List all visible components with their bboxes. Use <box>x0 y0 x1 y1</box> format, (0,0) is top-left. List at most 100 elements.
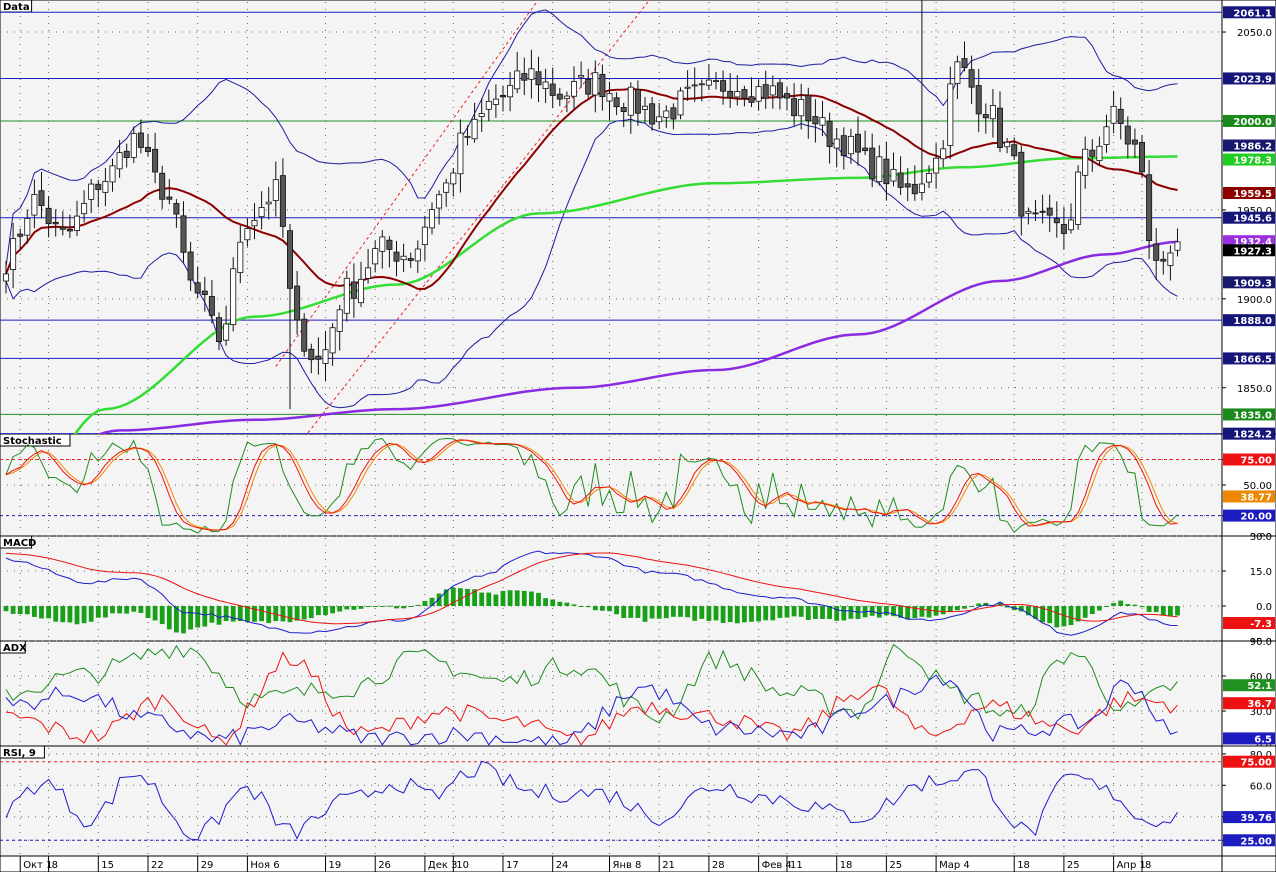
candle-body <box>1011 144 1018 157</box>
macd-histogram-bar <box>791 606 797 617</box>
price-value-badge-label: 2000.0 <box>1233 117 1272 128</box>
macd-histogram-bar <box>344 606 350 610</box>
candle-body <box>194 282 201 294</box>
macd-histogram-bar <box>1097 606 1102 611</box>
candle-body <box>272 179 279 201</box>
time-axis-label: 28 <box>712 860 725 871</box>
macd-histogram-bar <box>841 606 847 621</box>
rsi-title-box <box>0 745 45 759</box>
macd-histogram-bar <box>720 606 726 623</box>
moving-average-100 <box>73 155 1178 434</box>
adx-value-badge <box>1223 732 1275 745</box>
macd-histogram-bar <box>692 606 698 621</box>
candle-body <box>876 156 883 183</box>
adx-series <box>5 643 1178 746</box>
macd-series <box>3 550 1180 636</box>
time-axis-label: 29 <box>201 860 214 871</box>
candle-body <box>1174 241 1181 251</box>
macd-histogram-bar <box>266 606 272 623</box>
candle-body <box>428 209 435 229</box>
time-axis-label: Апр 1 <box>1117 860 1146 871</box>
macd-histogram-bar <box>628 606 634 618</box>
candle-body <box>180 215 187 253</box>
macd-value-badge <box>1223 617 1275 630</box>
candle-body <box>485 100 492 110</box>
macd-histogram-bar <box>514 590 520 606</box>
macd-histogram-bar <box>1082 606 1088 618</box>
candle-body <box>563 95 570 99</box>
price-value-badge <box>1223 153 1275 166</box>
time-axis-label: 24 <box>556 860 569 871</box>
candle-body <box>691 84 698 87</box>
macd-histogram-bar <box>1118 600 1124 606</box>
price-tick-label: 2050.0 <box>1237 28 1272 39</box>
candle-body <box>301 318 308 352</box>
macd-histogram-bar <box>110 606 115 614</box>
candle-body <box>137 132 144 148</box>
stochastic-slow-line <box>5 439 1178 531</box>
stochastic-value-badge <box>1223 509 1275 522</box>
macd-line <box>5 550 1178 636</box>
time-axis-corner <box>1221 855 1276 873</box>
rsi-line <box>5 760 1178 841</box>
candle-body <box>294 285 301 321</box>
candle-body <box>897 172 904 188</box>
candle-body <box>322 349 329 364</box>
time-axis-label: Дек 3 <box>428 860 458 871</box>
rsi-value-badge <box>1223 834 1275 847</box>
macd-histogram-bar <box>351 606 357 610</box>
candle-body <box>627 86 634 116</box>
candle-body <box>265 201 272 205</box>
price-tick-label: 1850.0 <box>1237 384 1272 395</box>
macd-histogram-bar <box>1111 603 1116 606</box>
candle-body <box>904 183 911 188</box>
candle-body <box>1139 141 1146 173</box>
adx-value-badge <box>1223 697 1275 710</box>
candle-body <box>556 93 563 100</box>
candle-body <box>755 86 762 102</box>
macd-histogram-bar <box>969 606 974 607</box>
macd-histogram-bar <box>1026 606 1031 616</box>
candle-body <box>499 94 506 98</box>
adx-tick-label: 90.0 <box>1250 637 1272 648</box>
macd-histogram-bar <box>642 606 648 622</box>
macd-histogram-bar <box>401 606 406 609</box>
macd-histogram-bar <box>24 606 30 615</box>
macd-histogram-bar <box>95 606 101 618</box>
macd-histogram-bar <box>273 606 279 622</box>
macd-histogram-bar <box>600 606 605 611</box>
macd-histogram-bar <box>521 590 527 606</box>
macd-histogram-bar <box>202 606 208 627</box>
macd-histogram-bar <box>1047 606 1053 624</box>
candle-body <box>1117 108 1124 124</box>
adx-value-axis <box>1221 640 1276 747</box>
macd-histogram-bar <box>429 597 435 606</box>
macd-histogram-bar <box>422 600 428 606</box>
candle-body <box>1096 145 1103 161</box>
macd-histogram-bar <box>301 606 307 620</box>
candle-body <box>805 94 812 122</box>
macd-histogram-bar <box>308 606 314 619</box>
adx-tick-label: 60.0 <box>1250 672 1272 683</box>
candle-body <box>81 202 88 215</box>
candle-body <box>954 61 961 84</box>
macd-histogram-bar <box>905 606 911 620</box>
macd-histogram-bar <box>1061 606 1067 627</box>
macd-histogram-bar <box>67 606 73 623</box>
candle-body <box>514 70 521 90</box>
candle-body <box>123 150 130 158</box>
candle-body <box>1131 139 1138 145</box>
candle-body <box>933 157 940 174</box>
time-axis-label: 22 <box>151 860 164 871</box>
macd-histogram-bar <box>891 606 896 617</box>
candle-body <box>1082 148 1089 176</box>
candle-body <box>1018 151 1025 217</box>
candle-body <box>840 135 847 157</box>
time-axis-label: 18 <box>1017 860 1030 871</box>
candle-body <box>677 90 684 116</box>
price-title: Data <box>3 2 30 13</box>
rsi-tick-label: 60.0 <box>1250 781 1272 792</box>
price-value-badge <box>1223 139 1275 152</box>
candle-body <box>74 215 81 231</box>
time-axis-label: Янв 8 <box>613 860 642 871</box>
